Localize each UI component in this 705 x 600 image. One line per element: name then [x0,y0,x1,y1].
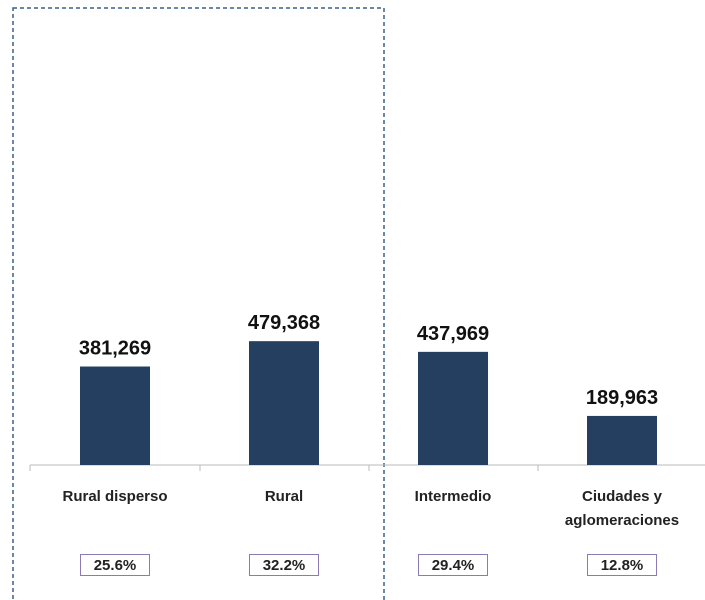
share-label: 25.6% [80,554,150,576]
share-label: 12.8% [587,554,657,576]
bar [418,351,488,465]
category-label: Rural disperso [62,488,168,505]
category-label: Rural [264,488,304,505]
value-label: 437,969 [417,323,489,345]
value-label: 479,368 [248,312,320,334]
bar [80,366,150,465]
value-label: 189,963 [586,387,658,409]
category-label: Ciudades y aglomeraciones [564,488,680,529]
share-label: 32.2% [249,554,319,576]
value-label: 381,269 [79,338,151,360]
bar [249,341,319,465]
category-label: Intermedio [414,488,492,505]
group-box [12,7,385,600]
share-label: 29.4% [418,554,488,576]
bar [587,415,657,465]
